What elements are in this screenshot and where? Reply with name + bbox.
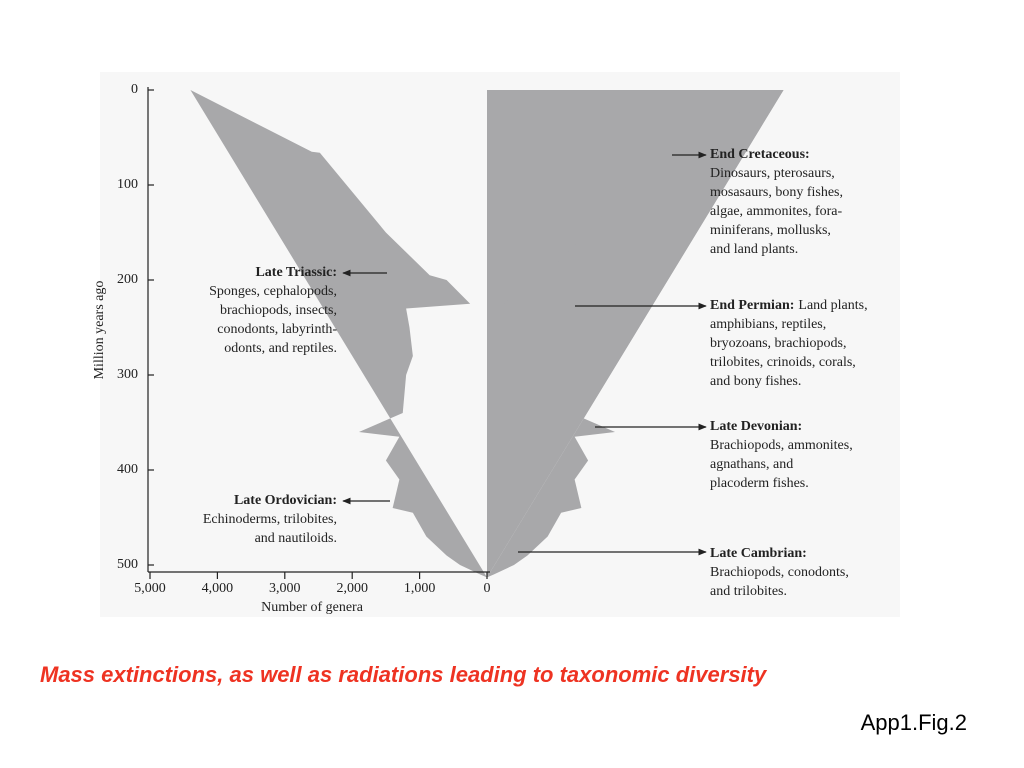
x-tick-label: 2,000 — [336, 581, 368, 596]
spindle-left — [190, 90, 487, 578]
annotation-title: Late Ordovician: — [234, 493, 337, 508]
annotation-title-text: End Cretaceous: — [710, 147, 810, 162]
annotation-title: Late Devonian: — [710, 419, 802, 434]
annotation-line: and bony fishes. — [710, 374, 801, 389]
annotation-line: and land plants. — [710, 242, 798, 257]
y-tick-label: 400 — [117, 462, 138, 477]
annotation-line: bryozoans, brachiopods, — [710, 336, 846, 351]
annotation-line: placoderm fishes. — [710, 476, 809, 491]
annotation-title: End Permian: Land plants, — [710, 298, 868, 313]
annotation-line: conodonts, labyrinth- — [217, 322, 337, 337]
annotation-line: brachiopods, insects, — [220, 303, 337, 318]
annotation-line: amphibians, reptiles, — [710, 317, 826, 332]
annotation-line: Brachiopods, conodonts, — [710, 565, 849, 580]
x-tick-label: 0 — [484, 581, 491, 596]
y-tick-label: 200 — [117, 272, 138, 287]
caption: Mass extinctions, as well as radiations … — [40, 662, 768, 687]
x-axis-label: Number of genera — [261, 600, 364, 615]
figure-label: App1.Fig.2 — [861, 710, 967, 735]
x-tick-label: 5,000 — [134, 581, 166, 596]
y-tick-label: 0 — [131, 82, 138, 97]
annotation-line: Dinosaurs, pterosaurs, — [710, 166, 835, 181]
annotation-line: mosasaurs, bony fishes, — [710, 185, 843, 200]
annotation-inline: Land plants, — [798, 298, 867, 313]
x-tick-label: 3,000 — [269, 581, 301, 596]
annotation-title: Late Triassic: — [255, 265, 337, 280]
annotation-title-text: End Permian: — [710, 298, 794, 313]
x-tick-label: 4,000 — [202, 581, 234, 596]
y-axis-label: Million years ago — [92, 281, 107, 380]
annotation-title: Late Cambrian: — [710, 546, 807, 561]
annotation-line: odonts, and reptiles. — [224, 341, 337, 356]
annotation-title-text: Late Triassic: — [255, 265, 337, 280]
annotation-line: and nautiloids. — [255, 531, 337, 546]
annotation-title: End Cretaceous: — [710, 147, 810, 162]
annotation-title-text: Late Cambrian: — [710, 546, 807, 561]
y-tick-label: 100 — [117, 177, 138, 192]
y-tick-label: 500 — [117, 557, 138, 572]
annotation-title-text: Late Devonian: — [710, 419, 802, 434]
y-tick-label: 300 — [117, 367, 138, 382]
annotation-line: trilobites, crinoids, corals, — [710, 355, 856, 370]
annotation-line: Brachiopods, ammonites, — [710, 438, 853, 453]
x-tick-label: 1,000 — [404, 581, 436, 596]
annotation-line: and trilobites. — [710, 584, 787, 599]
annotation-line: algae, ammonites, fora- — [710, 204, 843, 219]
annotation-line: agnathans, and — [710, 457, 793, 472]
annotation-line: Echinoderms, trilobites, — [203, 512, 337, 527]
annotation-line: Sponges, cephalopods, — [209, 284, 337, 299]
annotation-line: miniferans, mollusks, — [710, 223, 831, 238]
annotation-title-text: Late Ordovician: — [234, 493, 337, 508]
spindle-right — [487, 90, 784, 578]
